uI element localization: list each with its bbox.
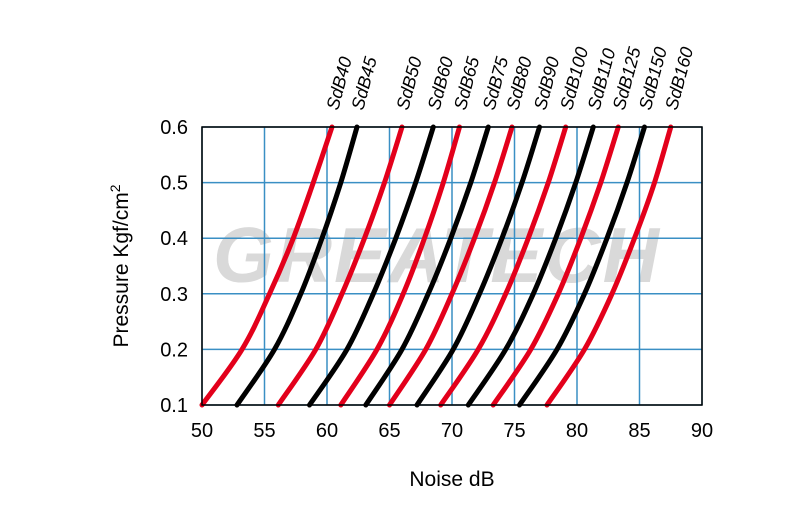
series-line-sdb125 [490, 124, 621, 408]
x-tick-label: 90 [691, 420, 713, 442]
series-label-sdb50: SdB50 [393, 55, 426, 112]
x-tick-label: 75 [503, 420, 525, 442]
y-tick-label: 0.3 [160, 284, 188, 306]
watermark-text: GREATECH [213, 211, 661, 299]
series-line-sdb45 [234, 124, 360, 408]
y-tick-label: 0.2 [160, 339, 188, 361]
x-tick-labels: 50 55 60 65 70 75 80 85 90 [191, 420, 713, 442]
x-tick-label: 70 [441, 420, 463, 442]
series-line-sdb80 [387, 124, 515, 408]
x-tick-label: 65 [378, 420, 400, 442]
series-line-sdb60 [307, 124, 436, 408]
y-axis-label-text: Pressure Kgf/cm [110, 192, 133, 347]
y-tick-labels: 0.1 0.2 0.3 0.4 0.5 0.6 [160, 117, 188, 417]
x-tick-label: 85 [628, 420, 650, 442]
y-tick-label: 0.6 [160, 117, 188, 139]
series-line-sdb50 [275, 124, 405, 408]
plot-frame [201, 126, 703, 406]
series-line-sdb160 [544, 124, 674, 408]
y-tick-label: 0.4 [160, 228, 188, 250]
x-tick-label: 50 [191, 420, 213, 442]
series-line-sdb75 [363, 124, 491, 408]
series-lines [199, 124, 674, 408]
series-line-sdb40 [199, 124, 335, 408]
x-tick-label: 55 [253, 420, 275, 442]
x-tick-label: 60 [316, 420, 338, 442]
y-tick-label: 0.5 [160, 173, 188, 195]
series-line-sdb100 [438, 124, 569, 408]
series-line-sdb65 [338, 124, 462, 408]
y-axis-label: Pressure Kgf/cm2 [107, 184, 133, 347]
series-line-sdb150 [517, 124, 647, 408]
y-tick-label: 0.1 [160, 395, 188, 417]
x-axis-label: Noise dB [409, 468, 494, 491]
y-axis-label-superscript: 2 [107, 184, 123, 192]
series-line-sdb110 [465, 124, 596, 408]
x-tick-label: 80 [566, 420, 588, 442]
series-line-sdb90 [414, 124, 542, 408]
